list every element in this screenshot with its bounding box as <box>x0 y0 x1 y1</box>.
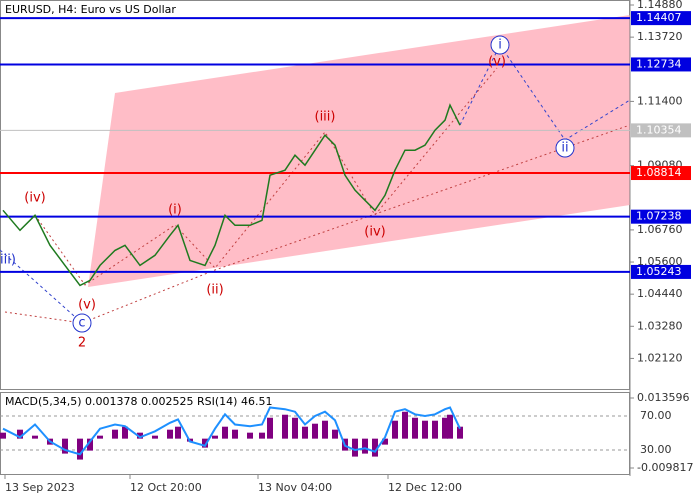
indicator-title: MACD(5,34,5) 0.001378 0.002525 RSI(14) 4… <box>5 395 272 408</box>
wave-label: ii <box>561 141 568 156</box>
macd-bar <box>222 426 228 439</box>
macd-bar <box>402 411 408 439</box>
wave-path <box>0 249 83 324</box>
macd-bar <box>152 435 158 439</box>
macd-bar <box>77 438 83 460</box>
level-box <box>631 123 691 138</box>
wave-circle <box>555 138 575 158</box>
wave-circle <box>72 313 92 333</box>
macd-bar <box>247 432 253 439</box>
y-tick-label: 1.03280 <box>637 319 683 332</box>
wave-label: (iv) <box>24 191 45 206</box>
wave-label: i <box>498 38 502 53</box>
macd-bar <box>312 423 318 439</box>
macd-bar <box>212 435 218 439</box>
x-tick-label: 13 Nov 04:00 <box>258 481 332 494</box>
wave-label: 2 <box>78 336 86 351</box>
y-tick-label: 1.14880 <box>637 0 683 11</box>
level-box <box>631 57 691 72</box>
x-tick-label: 13 Sep 2023 <box>5 481 75 494</box>
macd-bar <box>17 429 23 439</box>
level-box <box>631 209 691 224</box>
macd-bar <box>332 429 338 439</box>
y-tick-label: -0.009817 <box>637 461 693 474</box>
macd-bar <box>267 417 273 439</box>
macd-bar <box>352 438 358 457</box>
macd-bar <box>457 426 463 439</box>
macd-bar <box>442 417 448 439</box>
macd-bar <box>122 426 128 439</box>
macd-bar <box>292 417 298 439</box>
macd-bar <box>302 426 308 439</box>
level-label: 1.08814 <box>636 166 682 179</box>
macd-bar <box>372 438 378 457</box>
macd-bar <box>412 417 418 439</box>
macd-bar <box>32 435 38 439</box>
macd-bar <box>259 432 265 439</box>
y-tick-label: 1.11400 <box>637 94 683 107</box>
macd-bar <box>0 432 6 439</box>
y-tick-label: 1.04440 <box>637 287 683 300</box>
x-tick-label: 12 Oct 20:00 <box>130 481 202 494</box>
macd-bar <box>87 438 93 451</box>
y-tick-label: 0.013596 <box>637 391 690 404</box>
macd-bar <box>432 420 438 439</box>
macd-bar <box>167 429 173 439</box>
level-box <box>631 166 691 181</box>
y-tick-label: 1.13720 <box>637 30 683 43</box>
level-label: 1.07238 <box>636 210 682 223</box>
wave-path <box>459 44 631 141</box>
macd-bar <box>97 435 103 439</box>
macd-bar <box>322 420 328 439</box>
rsi-line <box>2 406 461 456</box>
level-label: 1.05243 <box>636 265 682 278</box>
macd-bar <box>62 438 68 454</box>
level-label: 1.14407 <box>636 11 682 24</box>
macd-bar <box>382 438 388 445</box>
y2-tick-label: 30.00 <box>640 443 672 456</box>
chart-title: EURUSD, H4: Euro vs US Dollar <box>5 3 176 16</box>
trend-line <box>4 124 631 324</box>
y2-tick-label: 70.00 <box>640 409 672 422</box>
wave-path <box>34 67 498 286</box>
level-label: 1.10354 <box>636 123 682 136</box>
macd-bar <box>232 429 238 439</box>
x-tick-label: 12 Dec 12:00 <box>388 481 462 494</box>
level-label: 1.12734 <box>636 57 682 70</box>
wave-label: (ii) <box>206 283 223 298</box>
wave-label: c <box>78 316 85 331</box>
y-tick-label: 1.05600 <box>637 255 683 268</box>
wave-label: (iv) <box>364 225 385 240</box>
wave-label: (iii) <box>315 110 336 125</box>
macd-bar <box>137 432 143 439</box>
wave-circle <box>490 35 510 55</box>
level-box <box>631 11 691 26</box>
macd-bar <box>422 420 428 439</box>
y-tick-label: 1.06760 <box>637 223 683 236</box>
price-series <box>2 103 461 287</box>
channel <box>88 15 630 287</box>
macd-bar <box>447 414 453 439</box>
wave-label: (i) <box>168 203 182 218</box>
macd-bar <box>112 429 118 439</box>
wave-label: iii) <box>0 253 16 268</box>
level-box <box>631 264 691 279</box>
wave-label: (v) <box>488 55 506 70</box>
macd-bar <box>362 438 368 454</box>
macd-bar <box>175 426 181 439</box>
y-tick-label: 1.02120 <box>637 351 683 364</box>
macd-bar <box>202 438 208 448</box>
macd-bar <box>282 414 288 439</box>
macd-bar <box>392 420 398 439</box>
wave-label: (v) <box>78 298 96 313</box>
